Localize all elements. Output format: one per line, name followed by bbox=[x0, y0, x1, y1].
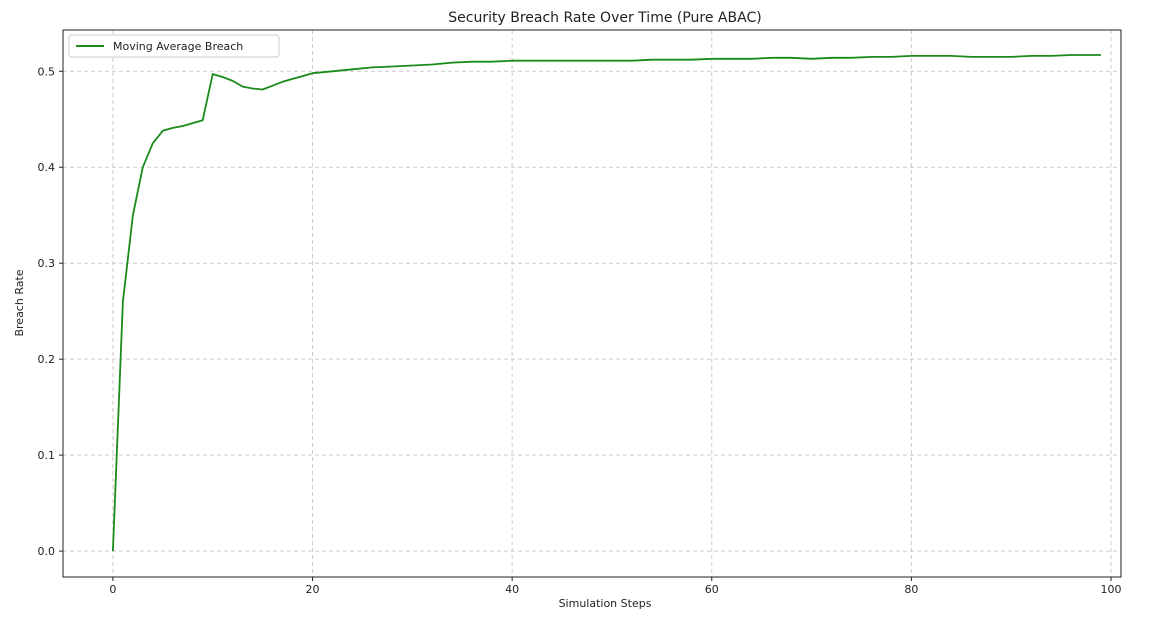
y-tick-label: 0.1 bbox=[38, 449, 56, 462]
legend-box bbox=[68, 34, 280, 58]
y-tick-label: 0.2 bbox=[38, 353, 56, 366]
y-tick-label: 0.5 bbox=[38, 65, 56, 78]
plot-frame bbox=[62, 29, 1122, 578]
series-line bbox=[112, 54, 1101, 552]
y-axis-label: Breach Rate bbox=[13, 269, 26, 336]
legend-label: Moving Average Breach bbox=[113, 40, 243, 53]
tick-layer: 0 20 40 60 80 100 0.0 0.1 0.2 0.3 0.4 0.5 bbox=[38, 65, 1122, 596]
x-tick-label: 100 bbox=[1101, 583, 1122, 596]
y-tick-label: 0.0 bbox=[38, 545, 56, 558]
grid-layer bbox=[63, 30, 1121, 577]
series-layer bbox=[112, 54, 1101, 552]
x-tick-label: 20 bbox=[306, 583, 320, 596]
x-tick-label: 0 bbox=[109, 583, 116, 596]
x-axis-label: Simulation Steps bbox=[559, 597, 652, 610]
y-tick-label: 0.3 bbox=[38, 257, 56, 270]
y-tick-label: 0.4 bbox=[38, 161, 56, 174]
x-tick-label: 60 bbox=[705, 583, 719, 596]
legend: Moving Average Breach bbox=[68, 34, 280, 58]
x-tick-label: 40 bbox=[505, 583, 519, 596]
chart-title: Security Breach Rate Over Time (Pure ABA… bbox=[448, 10, 761, 26]
x-tick-label: 80 bbox=[904, 583, 918, 596]
